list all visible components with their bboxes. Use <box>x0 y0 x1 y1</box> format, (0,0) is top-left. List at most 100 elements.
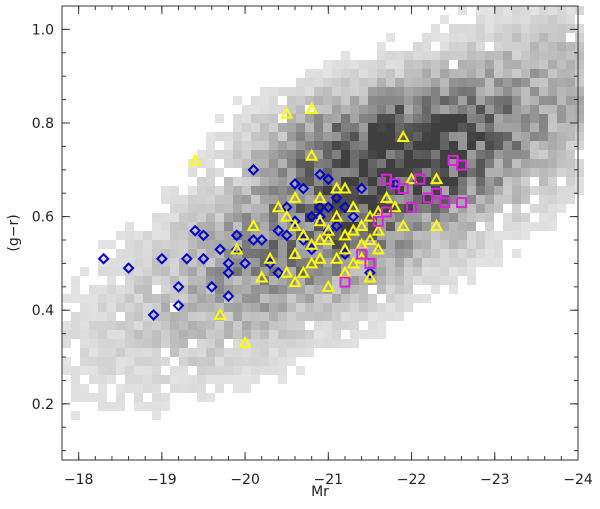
density-cell <box>467 96 476 105</box>
density-cell <box>521 69 530 78</box>
density-cell <box>233 141 242 150</box>
density-cell <box>224 375 233 384</box>
density-cell <box>323 249 332 258</box>
density-cell <box>368 60 377 69</box>
density-cell <box>89 393 98 402</box>
density-cell <box>197 177 206 186</box>
density-cell <box>377 96 386 105</box>
density-cell <box>188 375 197 384</box>
density-cell <box>305 348 314 357</box>
density-cell <box>287 357 296 366</box>
density-cell <box>557 132 566 141</box>
density-cell <box>548 204 557 213</box>
density-cell <box>152 402 161 411</box>
density-cell <box>323 195 332 204</box>
density-cell <box>224 312 233 321</box>
density-cell <box>422 213 431 222</box>
density-cell <box>323 312 332 321</box>
density-cell <box>440 213 449 222</box>
density-cell <box>188 240 197 249</box>
diamond-point <box>347 210 360 223</box>
density-cell <box>224 249 233 258</box>
density-cell <box>395 312 404 321</box>
triangle-point <box>313 214 327 227</box>
density-cell <box>287 276 296 285</box>
density-cell <box>116 231 125 240</box>
density-cell <box>458 150 467 159</box>
density-cell <box>494 141 503 150</box>
density-cell <box>197 186 206 195</box>
diamond-point <box>364 266 376 279</box>
density-cell <box>224 303 233 312</box>
density-cell <box>413 294 422 303</box>
density-cell <box>80 348 89 357</box>
density-cell <box>404 240 413 249</box>
density-cell <box>242 384 251 393</box>
density-cell <box>449 276 458 285</box>
density-cell <box>377 123 386 132</box>
density-cell <box>548 42 557 51</box>
density-cell <box>188 168 197 177</box>
density-cell <box>206 132 215 141</box>
density-cell <box>386 276 395 285</box>
density-cell <box>521 123 530 132</box>
density-cell <box>143 321 152 330</box>
y-tick-label: 0.8 <box>32 116 54 132</box>
density-cell <box>368 195 377 204</box>
density-cell <box>251 141 260 150</box>
density-cell <box>395 69 404 78</box>
density-cell <box>233 204 242 213</box>
density-cell <box>323 294 332 303</box>
density-cell <box>161 267 170 276</box>
density-cell <box>476 213 485 222</box>
density-cell <box>350 321 359 330</box>
density-cell <box>233 303 242 312</box>
density-cell <box>485 258 494 267</box>
density-cell <box>260 339 269 348</box>
density-cell <box>242 258 251 267</box>
triangle-point <box>255 270 269 283</box>
density-cell <box>368 312 377 321</box>
density-cell <box>575 78 584 87</box>
density-cell <box>296 150 305 159</box>
density-cell <box>485 105 494 114</box>
density-cell <box>197 285 206 294</box>
density-cell <box>530 159 539 168</box>
density-cell <box>413 132 422 141</box>
density-cell <box>224 195 233 204</box>
density-cell <box>323 330 332 339</box>
density-cell <box>125 276 134 285</box>
density-cell <box>287 258 296 267</box>
density-cell <box>503 159 512 168</box>
density-cell <box>116 321 125 330</box>
density-cell <box>134 357 143 366</box>
density-cell <box>368 204 377 213</box>
density-cell <box>179 384 188 393</box>
density-cell <box>350 267 359 276</box>
density-cell <box>575 141 584 150</box>
density-cell <box>377 60 386 69</box>
density-cell <box>269 168 278 177</box>
diamond-point <box>222 290 235 303</box>
density-cell <box>494 123 503 132</box>
density-cell <box>278 222 287 231</box>
density-cell <box>197 393 206 402</box>
density-cell <box>188 195 197 204</box>
density-cell <box>530 87 539 96</box>
diamond-point <box>197 252 210 265</box>
density-cell <box>278 249 287 258</box>
diamond-point <box>305 210 318 223</box>
density-cell <box>521 231 530 240</box>
density-cell <box>449 213 458 222</box>
density-cell <box>503 105 512 114</box>
density-cell <box>170 204 179 213</box>
density-cell <box>161 186 170 195</box>
density-cell <box>332 87 341 96</box>
density-cell <box>341 87 350 96</box>
density-cell <box>512 204 521 213</box>
density-cell <box>512 96 521 105</box>
density-cell <box>449 33 458 42</box>
triangle-point <box>238 335 252 348</box>
density-cell <box>476 24 485 33</box>
density-cell <box>485 204 494 213</box>
